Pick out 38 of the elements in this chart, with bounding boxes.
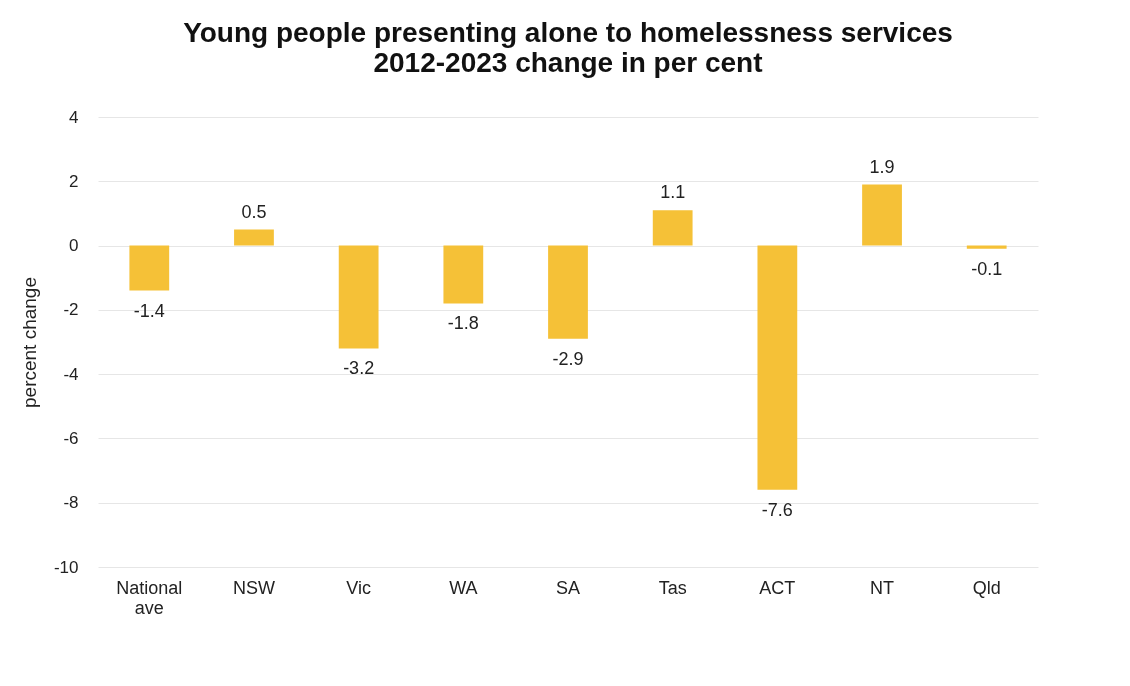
- x-tick-label: Vic: [346, 577, 371, 598]
- bar: [966, 245, 1007, 249]
- x-tick-label: NT: [870, 577, 895, 598]
- x-tick-label: ACT: [759, 577, 796, 598]
- y-tick-label: -2: [63, 300, 79, 320]
- y-axis-title: percent change: [18, 277, 40, 408]
- text: Young people presenting alone to homelessness services: [183, 17, 953, 48]
- bar: [757, 245, 798, 490]
- y-tick-label: -6: [63, 428, 79, 448]
- data-label: 0.5: [241, 201, 267, 222]
- y-tick-label: 4: [69, 107, 79, 127]
- bar: [129, 245, 170, 291]
- x-tick-label: Tas: [658, 577, 687, 598]
- x-tick-label: NSW: [232, 577, 275, 598]
- bar: [548, 245, 588, 339]
- bar: [862, 184, 902, 246]
- data-label: -1.4: [133, 300, 165, 321]
- data-label: -0.1: [971, 258, 1003, 279]
- data-label: -3.2: [343, 358, 375, 379]
- data-label: -7.6: [761, 499, 793, 520]
- y-tick-label: 2: [69, 171, 79, 191]
- data-label: -2.9: [552, 348, 584, 369]
- x-tick-label: WA: [449, 577, 478, 598]
- bar: [652, 210, 693, 246]
- bar: [338, 245, 379, 349]
- x-tick-label: Qld: [972, 577, 1001, 598]
- x-tick-label: SA: [555, 577, 581, 598]
- data-label: 1.1: [660, 182, 686, 203]
- bar: [234, 229, 274, 246]
- y-tick-label: -4: [63, 364, 79, 384]
- x-tick-label: National ave: [116, 577, 183, 618]
- bar: [443, 245, 484, 304]
- y-tick-label: 0: [69, 236, 79, 256]
- data-label: 1.9: [869, 156, 895, 177]
- data-label: -1.8: [447, 313, 479, 334]
- y-tick-label: -8: [63, 493, 79, 513]
- y-tick-label: -10: [53, 557, 79, 577]
- text: 2012-2023 change in per cent: [373, 47, 763, 78]
